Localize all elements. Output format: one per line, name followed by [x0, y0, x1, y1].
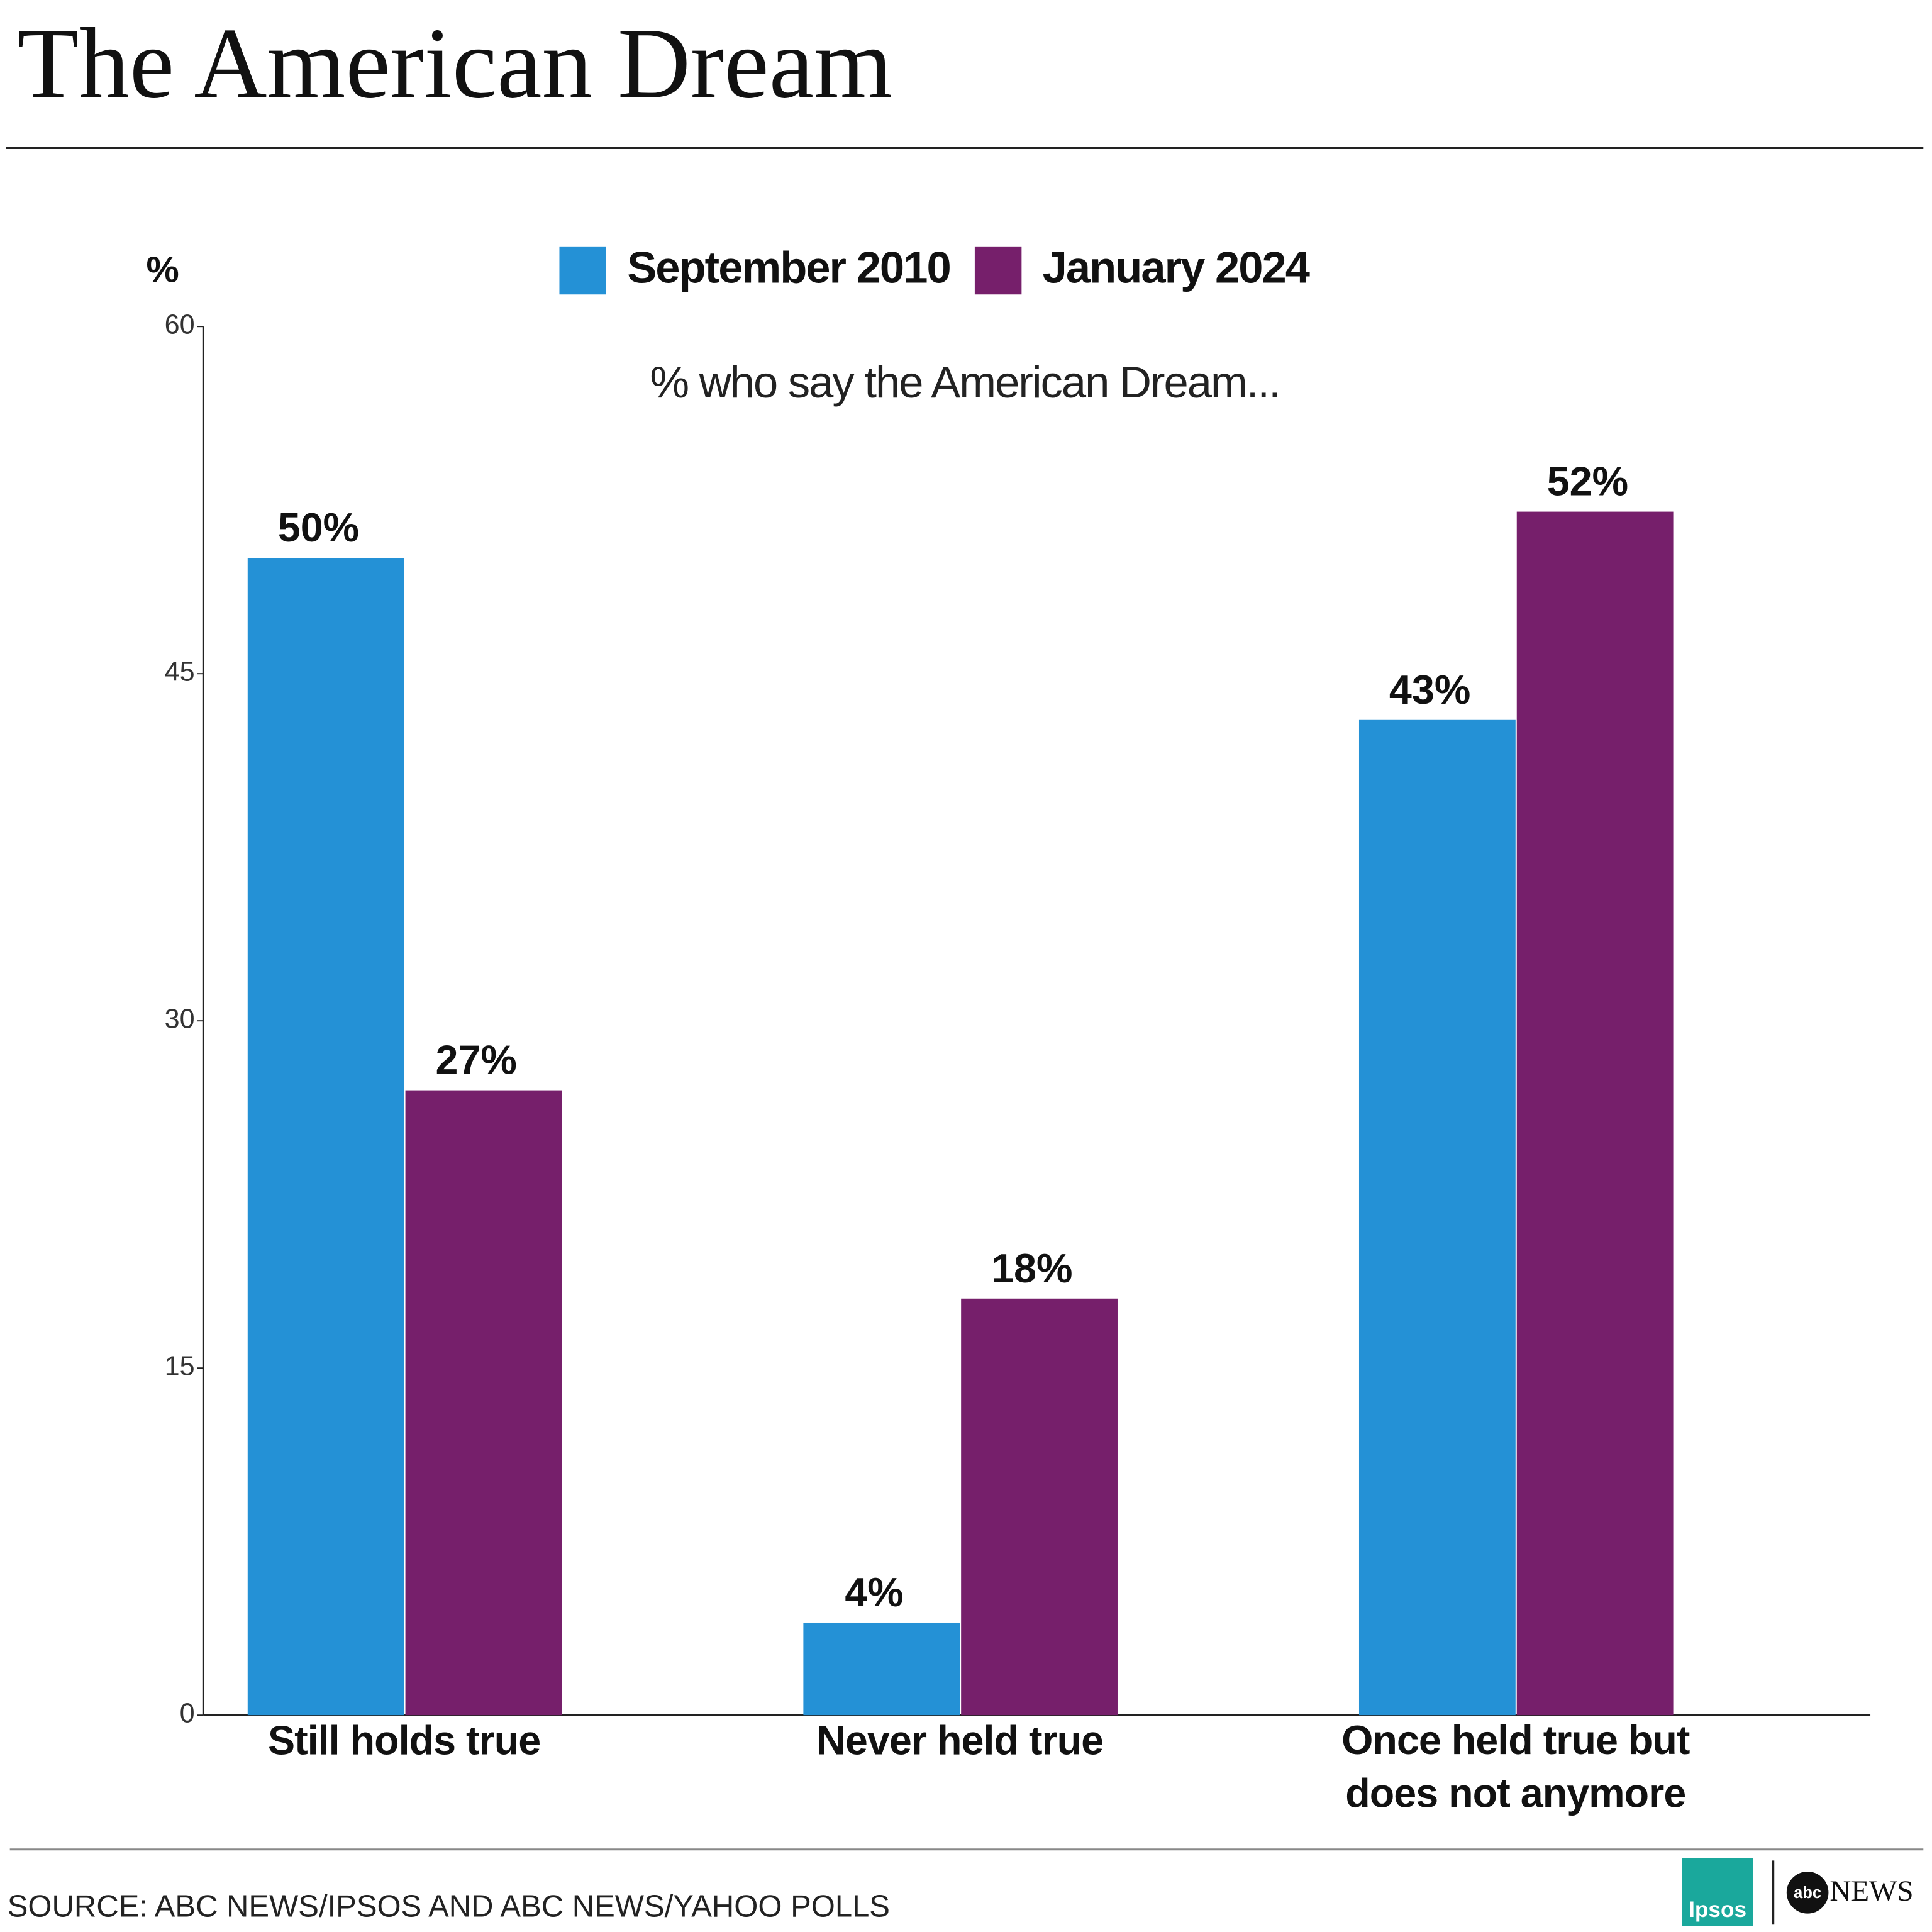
value-label: 4% — [845, 1569, 903, 1615]
abc-logo-text: abc — [1794, 1884, 1821, 1902]
source: SOURCE: ABC NEWS/IPSOS AND ABC NEWS/YAHO… — [8, 1890, 890, 1924]
value-label: 18% — [991, 1245, 1072, 1291]
x-tick-label: Once held true but does not anymore — [1341, 1717, 1690, 1816]
bar — [1516, 511, 1674, 1716]
x-tick-label: Still holds true — [268, 1717, 540, 1763]
y-tick-label: 45 — [165, 657, 195, 687]
bar — [247, 558, 404, 1716]
abc-logo — [1786, 1872, 1829, 1914]
value-label: 27% — [436, 1037, 517, 1083]
news-logo-text: NEWS — [1829, 1875, 1913, 1907]
x-tick-label: Never held true — [816, 1717, 1103, 1763]
value-label: 52% — [1547, 458, 1628, 504]
value-label: 43% — [1389, 667, 1470, 713]
y-tick-label: 60 — [165, 310, 195, 340]
legend-label: January 2024 — [1043, 243, 1310, 292]
y-tick-label: 30 — [165, 1004, 195, 1035]
ipsos-logo-text: Ipsos — [1689, 1897, 1746, 1922]
y-axis-label: % — [146, 250, 179, 291]
chart-title: The American Dream — [17, 7, 892, 119]
bar — [405, 1090, 562, 1716]
bar — [961, 1298, 1118, 1716]
legend-label: September 2010 — [627, 243, 950, 292]
y-tick-label: 0 — [180, 1699, 195, 1729]
bar — [1358, 719, 1516, 1716]
legend-swatch — [974, 246, 1022, 295]
legend-swatch — [559, 246, 606, 295]
bar — [803, 1622, 960, 1716]
y-tick-label: 15 — [165, 1352, 195, 1382]
ipsos-logo — [1682, 1858, 1753, 1926]
subtitle: % who say the American Dream... — [650, 357, 1279, 407]
value-label: 50% — [278, 504, 359, 550]
